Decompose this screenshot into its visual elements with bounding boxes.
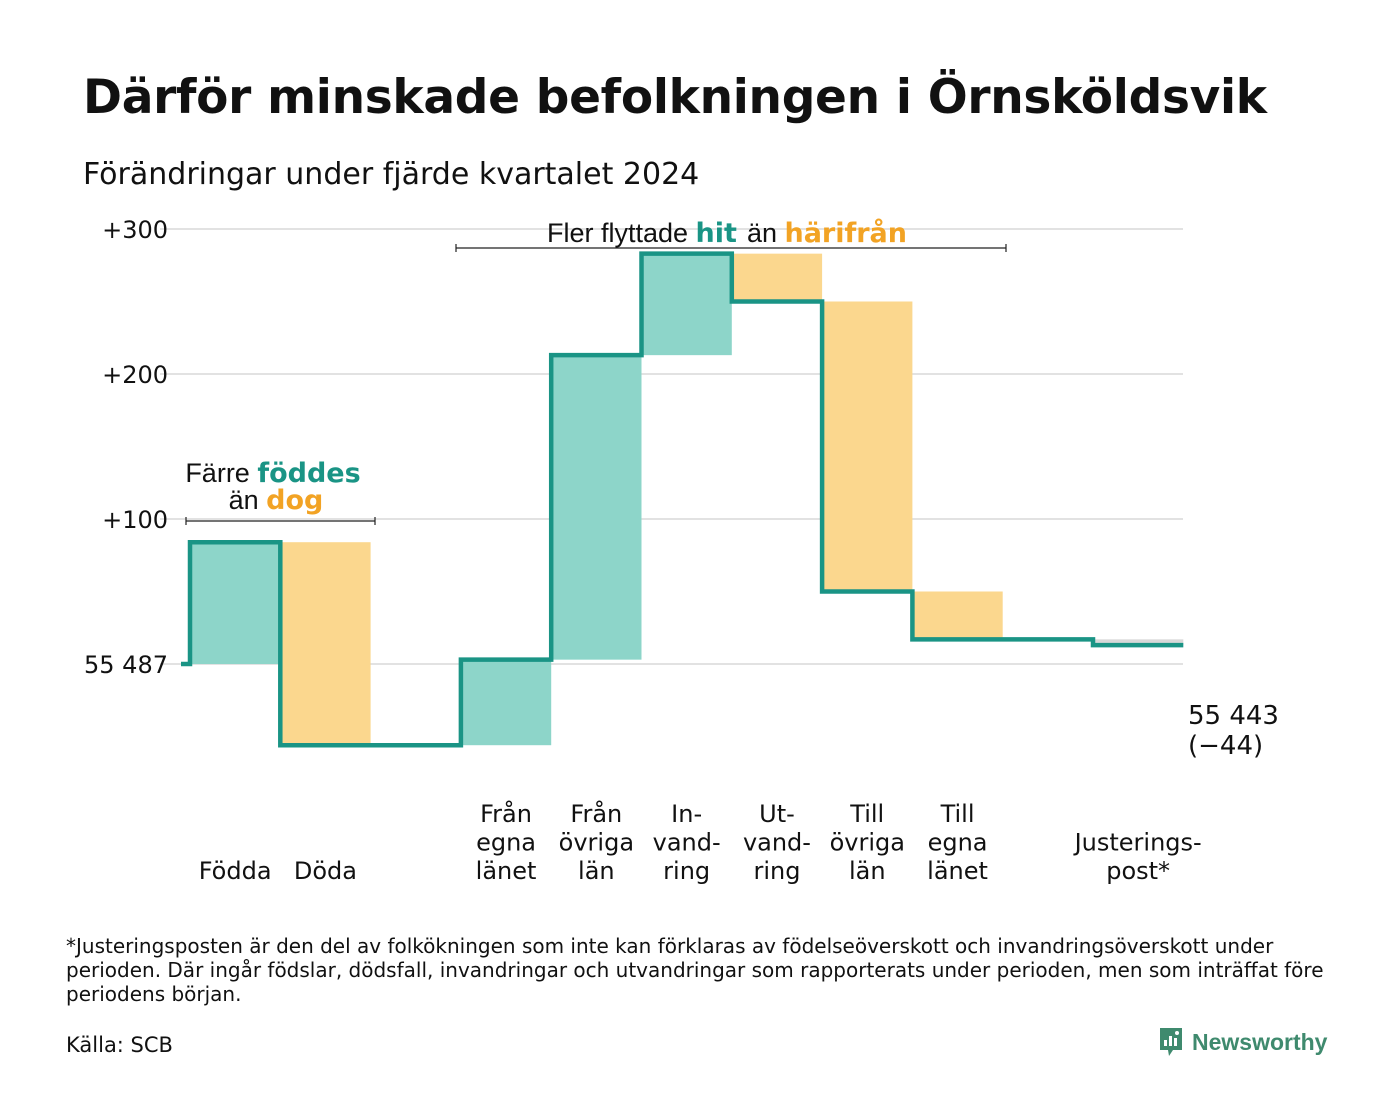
category-label-8-line-2: länet bbox=[927, 857, 988, 885]
category-labels: Födda DödaFrånegnalänetFrånövrigalänIn-va… bbox=[199, 799, 1202, 885]
migration-annotation: Fler flyttade hit än härifrån bbox=[455, 217, 1007, 252]
migration-annotation-prefix: Fler flyttade bbox=[547, 218, 696, 248]
chart-subtitle: Förändringar under fjärde kvartalet 2024 bbox=[83, 157, 700, 192]
category-label-4-line-0: Från bbox=[570, 799, 622, 828]
category-label-10-line-0: Justerings- bbox=[1073, 829, 1202, 857]
category-label-5-line-2: ring bbox=[663, 857, 710, 885]
newsworthy-logo-text: Newsworthy bbox=[1192, 1028, 1328, 1055]
category-label-8-line-1: egna bbox=[928, 829, 988, 857]
waterfall-bar-4 bbox=[551, 355, 642, 660]
newsworthy-logo-icon bbox=[1160, 1028, 1182, 1056]
category-label-6-line-1: vand- bbox=[743, 829, 811, 857]
waterfall-bar-3 bbox=[460, 659, 552, 746]
waterfall-bar-7 bbox=[822, 301, 913, 592]
category-label-3-line-1: egna bbox=[476, 829, 536, 857]
deaths-annotation-highlight: dog bbox=[266, 485, 323, 516]
births-annotation-line1: Färre föddes bbox=[185, 458, 360, 489]
births-annotation-line2: än dog bbox=[229, 485, 324, 516]
running-total-step-line bbox=[181, 251, 1184, 748]
migration-annotation-text: Fler flyttade hit än härifrån bbox=[547, 217, 907, 249]
deaths-annotation-prefix: än bbox=[229, 485, 267, 515]
category-label-3-line-2: länet bbox=[476, 857, 537, 885]
category-label-8-line-0: Till bbox=[940, 800, 975, 828]
end-value-label: 55 443 bbox=[1188, 701, 1279, 731]
chart-title: Därför minskade befolkningen i Örnskölds… bbox=[83, 70, 1267, 125]
category-label-5-line-1: vand- bbox=[653, 829, 721, 857]
waterfall-bar-10 bbox=[1093, 639, 1184, 646]
newsworthy-logo: Newsworthy bbox=[1158, 1026, 1327, 1058]
category-label-1-line-0: Döda bbox=[294, 857, 357, 885]
waterfall-bar-0 bbox=[190, 542, 281, 664]
y-tick-label-1: +200 bbox=[102, 361, 168, 389]
category-label-7-line-1: övriga bbox=[830, 829, 905, 857]
waterfall-bar-6 bbox=[731, 253, 823, 302]
category-label-0-line-0: Födda bbox=[199, 857, 272, 885]
category-label-5-line-0: In- bbox=[671, 800, 702, 828]
waterfall-bar-5 bbox=[641, 253, 732, 356]
category-label-7-line-2: län bbox=[849, 857, 886, 885]
end-change-label: (−44) bbox=[1188, 731, 1263, 761]
category-label-7-line-0: Till bbox=[849, 800, 884, 828]
births-annotation-highlight: föddes bbox=[257, 458, 360, 489]
running-total-line bbox=[181, 251, 1184, 748]
category-label-6-line-2: ring bbox=[753, 857, 800, 885]
category-label-3-line-0: Från bbox=[480, 799, 532, 828]
y-tick-label-2: +100 bbox=[102, 506, 168, 534]
waterfall-bars bbox=[190, 253, 1184, 746]
migration-annotation-highlight-out: härifrån bbox=[784, 217, 907, 249]
waterfall-bar-8 bbox=[912, 591, 1003, 640]
waterfall-bar-1 bbox=[280, 542, 371, 746]
source-label: Källa: SCB bbox=[66, 1033, 173, 1057]
category-label-6-line-0: Ut- bbox=[759, 800, 795, 828]
category-label-4-line-1: övriga bbox=[559, 829, 634, 857]
category-label-10-line-1: post* bbox=[1106, 857, 1170, 885]
births-annotation-prefix: Färre bbox=[185, 458, 257, 488]
migration-annotation-highlight-in: hit bbox=[696, 218, 737, 249]
births-deaths-annotation: Färre föddes än dog bbox=[185, 458, 376, 525]
category-label-4-line-2: län bbox=[578, 857, 615, 885]
migration-annotation-middle: än bbox=[747, 218, 785, 248]
y-tick-label-0: +300 bbox=[102, 216, 168, 244]
y-tick-label-3: 55 487 bbox=[84, 651, 168, 679]
footnote: *Justeringsposten är den del av folkökni… bbox=[66, 934, 1324, 1006]
y-axis-tick-labels: +300 +200 +100 55 487 bbox=[84, 216, 168, 679]
